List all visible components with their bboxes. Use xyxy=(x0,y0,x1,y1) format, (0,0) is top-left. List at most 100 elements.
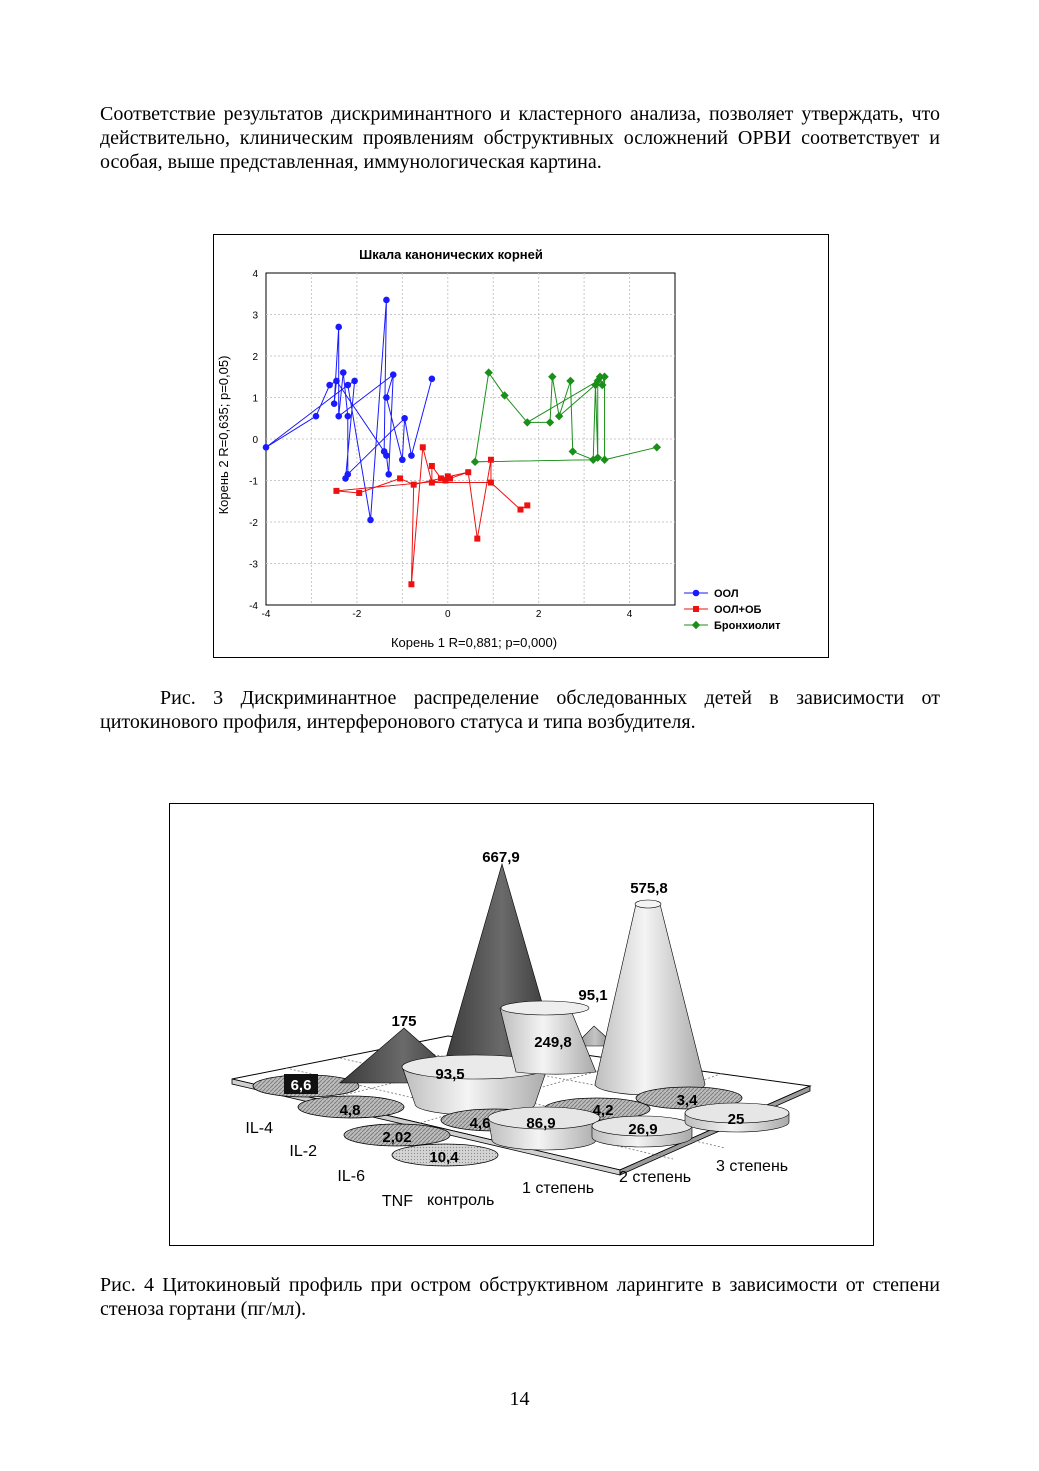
il4-d2-label: 667,9 xyxy=(482,849,520,866)
data-point xyxy=(589,455,598,464)
data-point xyxy=(312,412,320,420)
x-tick-label: 2 xyxy=(536,609,542,620)
y-tick-label: 0 xyxy=(252,435,258,446)
legend-item: ООЛ+ОБ xyxy=(684,604,762,616)
data-point xyxy=(333,377,340,385)
y-tick-label: 3 xyxy=(252,311,258,322)
data-point xyxy=(595,372,605,381)
data-point xyxy=(330,400,338,408)
x-tick-label: -2 xyxy=(352,609,361,620)
series-link xyxy=(347,417,405,475)
legend-item: ООЛ xyxy=(684,588,739,600)
data-point xyxy=(465,469,472,476)
il4-d3-label: 95,1 xyxy=(578,987,607,1004)
data-point xyxy=(342,475,349,482)
data-point xyxy=(367,516,374,524)
tnf-d2-label: 26,9 xyxy=(628,1121,657,1138)
category-label-control: контроль xyxy=(427,1192,494,1209)
data-point xyxy=(351,377,358,385)
data-point xyxy=(383,452,390,459)
x-tick-label: -4 xyxy=(262,609,271,620)
tnf-d1-label: 86,9 xyxy=(526,1115,555,1132)
data-point xyxy=(566,376,575,386)
category-label-d3: 3 степень xyxy=(716,1158,788,1175)
data-point xyxy=(524,502,531,509)
il4-control-label-bg xyxy=(284,1074,318,1094)
il2-control-label: 4,8 xyxy=(340,1102,361,1119)
legend-label: ООЛ+ОБ xyxy=(714,604,762,616)
y-tick-label: -2 xyxy=(249,518,258,529)
data-point xyxy=(344,412,352,420)
y-tick-label: -4 xyxy=(249,601,258,612)
figure-3-scatter: Шкала канонических корней -4 -2 0 2 4 4 3 2 1 0 -1… xyxy=(213,234,829,658)
y-tick-label: -3 xyxy=(249,560,258,571)
data-point xyxy=(470,457,480,467)
page-number: 14 xyxy=(509,1388,530,1410)
series-link xyxy=(336,480,446,492)
data-point xyxy=(554,411,564,421)
category-label-d1: 1 степень xyxy=(522,1180,594,1197)
data-point xyxy=(389,371,397,378)
il2-d2-label: 249,8 xyxy=(534,1034,572,1051)
data-point xyxy=(408,581,415,588)
data-point xyxy=(385,470,392,478)
data-point xyxy=(428,462,435,469)
il2-d1-label: 93,5 xyxy=(435,1066,464,1083)
data-point xyxy=(487,456,494,463)
data-point xyxy=(484,368,493,377)
scatter-title: Шкала канонических корней xyxy=(359,247,543,262)
tnf-control-disc xyxy=(391,1143,499,1167)
series-label-tnf: TNF xyxy=(382,1193,413,1210)
data-point xyxy=(401,414,408,422)
data-point xyxy=(428,479,435,486)
il6-d3-label: 3,4 xyxy=(677,1092,699,1109)
data-point xyxy=(487,479,494,486)
il2-d2-cone-top xyxy=(500,1000,590,1016)
il6-d1-label: 4,6 xyxy=(470,1115,491,1132)
series-label-il4: IL-4 xyxy=(245,1120,273,1137)
data-point xyxy=(335,412,343,420)
series-link xyxy=(527,380,598,423)
category-label-d2: 2 степень xyxy=(619,1169,691,1186)
data-point xyxy=(428,375,436,383)
il4-d1-label: 175 xyxy=(391,1013,416,1030)
legend-marker xyxy=(692,589,700,597)
data-point xyxy=(397,475,404,482)
figure-4-cone-chart: 6,6 175 667,9 95,1 4,8 93,5 249,8 575,8 … xyxy=(169,803,874,1246)
series-label-il2: IL-2 xyxy=(289,1143,317,1160)
y-tick-label: 1 xyxy=(252,394,258,405)
data-point xyxy=(419,444,426,451)
data-point xyxy=(500,391,509,400)
fig4-caption: Рис. 4 Цитокиновый профиль при остром об… xyxy=(100,1274,940,1320)
series-link xyxy=(265,384,349,448)
data-point xyxy=(447,475,454,482)
series-link xyxy=(338,374,394,417)
scatter-chart: Шкала канонических корней -4 -2 0 2 4 4 3 2 1 0 -1… xyxy=(216,247,781,650)
y-tick-label: -1 xyxy=(249,477,258,488)
data-point xyxy=(326,381,333,389)
data-point xyxy=(600,455,609,464)
data-point xyxy=(517,506,524,513)
data-point xyxy=(437,475,444,482)
legend-marker xyxy=(693,606,699,612)
scatter-grid xyxy=(265,272,676,606)
data-point xyxy=(408,452,415,459)
data-point xyxy=(548,372,557,381)
series-link xyxy=(336,380,385,452)
data-point xyxy=(333,487,340,494)
fig3-caption: Рис. 3 Дискриминантное распределение обс… xyxy=(100,687,940,733)
series-label-il6: IL-6 xyxy=(337,1168,365,1185)
scatter-legend: ООЛ ООЛ+ОБ Бронхиолит xyxy=(684,588,781,632)
data-point xyxy=(262,444,270,451)
data-point xyxy=(442,477,449,484)
legend-marker xyxy=(691,620,701,630)
data-point xyxy=(356,489,363,496)
series-1 xyxy=(333,444,531,588)
data-point xyxy=(339,369,347,376)
series-0 xyxy=(262,296,436,524)
il2-d2-cone-body xyxy=(499,1007,597,1075)
data-point xyxy=(600,372,609,381)
scatter-ticks: -4 -2 0 2 4 4 3 2 1 0 -1 -2 -3 -4 xyxy=(249,269,633,620)
data-point xyxy=(399,456,406,464)
legend-label: Бронхиолит xyxy=(714,620,781,632)
